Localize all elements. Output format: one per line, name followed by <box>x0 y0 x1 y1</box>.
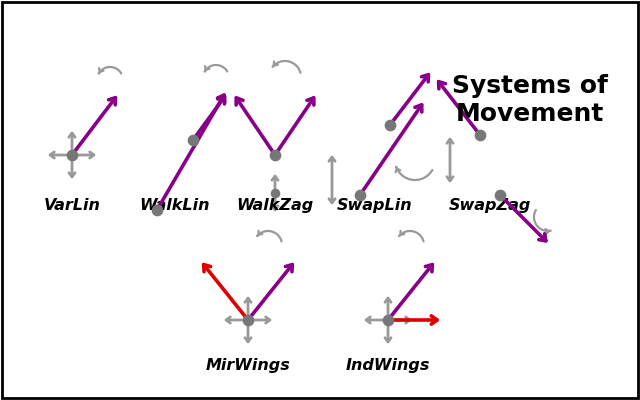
Point <box>385 122 395 128</box>
Point <box>152 207 162 213</box>
Text: SwapLin: SwapLin <box>337 198 413 213</box>
Text: Systems of
Movement: Systems of Movement <box>452 74 608 126</box>
Point <box>270 190 280 196</box>
Point <box>475 132 485 138</box>
Point <box>67 152 77 158</box>
Point <box>495 192 505 198</box>
Point <box>243 317 253 323</box>
Point <box>355 192 365 198</box>
Point <box>383 317 393 323</box>
Text: VarLin: VarLin <box>44 198 100 213</box>
Text: IndWings: IndWings <box>346 358 430 373</box>
Point <box>188 137 198 143</box>
Text: WalkZag: WalkZag <box>236 198 314 213</box>
Text: WalkLin: WalkLin <box>140 198 211 213</box>
Text: MirWings: MirWings <box>205 358 291 373</box>
Point <box>270 152 280 158</box>
Text: SwapZag: SwapZag <box>449 198 531 213</box>
